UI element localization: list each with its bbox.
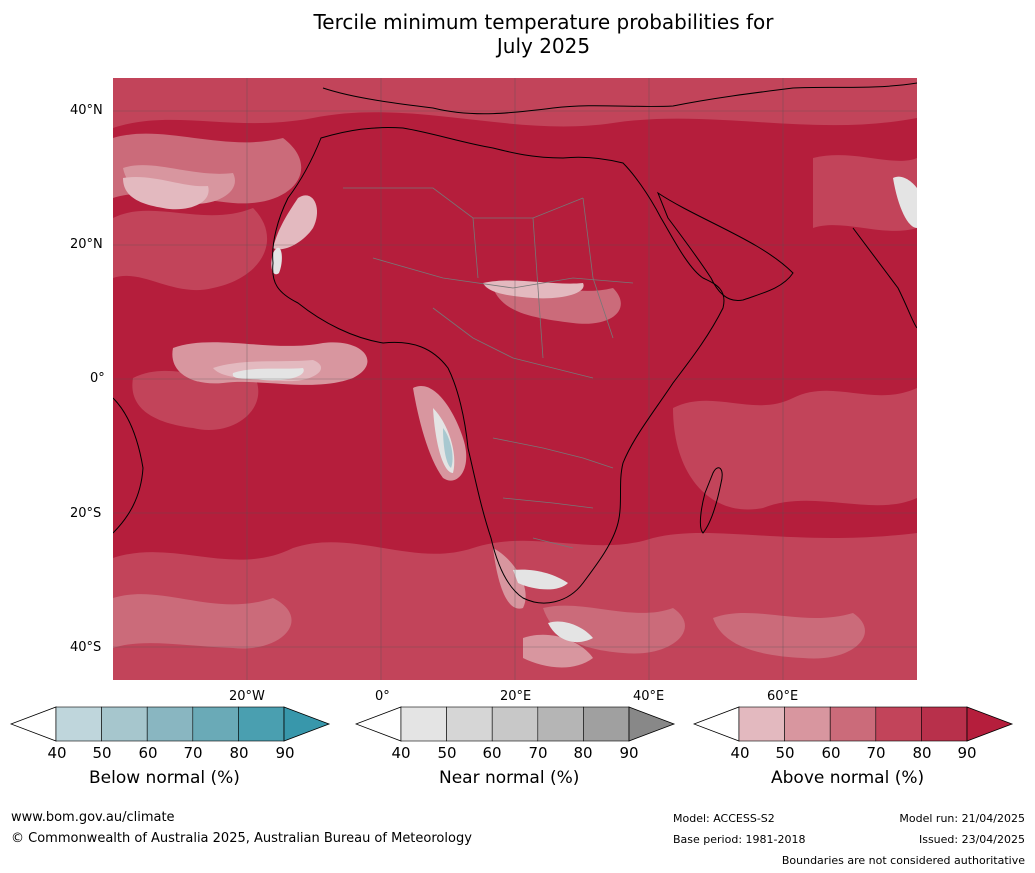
issued-text: Issued: 23/04/2025 [918, 833, 1025, 846]
website-link[interactable]: www.bom.gov.au/climate [11, 810, 175, 825]
colorbar-segment [875, 706, 922, 742]
model-text: Model: ACCESS-S2 [673, 812, 775, 825]
near-tick-40: 40 [391, 744, 411, 762]
lon-label-40e: 40°E [633, 689, 665, 704]
title-line-2: July 2025 [496, 34, 591, 58]
country-borders [343, 187, 634, 549]
colorbar-segment [146, 706, 194, 742]
below-tick-80: 80 [229, 744, 249, 762]
colorbar-right-arrow [628, 706, 676, 742]
lon-label-20e: 20°E [500, 689, 532, 704]
colorbar-segment [491, 706, 539, 742]
near-tick-80: 80 [573, 744, 593, 762]
colorbar-above-normal [693, 706, 1014, 742]
above-tick-60: 60 [821, 744, 841, 762]
model-run-text: Model run: 21/04/2025 [899, 812, 1025, 825]
above-tick-40: 40 [730, 744, 750, 762]
colorbar-segment [921, 706, 968, 742]
coastlines [113, 82, 917, 604]
colorbar-segment [829, 706, 877, 742]
colorbar-right-arrow [966, 706, 1014, 742]
below-tick-90: 90 [275, 744, 295, 762]
colorbar-left-arrow [10, 706, 57, 742]
colorbar-segment [784, 706, 831, 742]
colorbar-below-normal [10, 706, 331, 742]
near-tick-90: 90 [619, 744, 639, 762]
near-tick-50: 50 [437, 744, 457, 762]
colorbar-segment [738, 706, 785, 742]
lat-label-40s: 40°S [70, 640, 102, 655]
above-tick-90: 90 [957, 744, 977, 762]
lat-label-equator: 0° [90, 371, 105, 386]
colorbar-left-arrow [355, 706, 402, 742]
below-tick-60: 60 [138, 744, 158, 762]
near-tick-60: 60 [482, 744, 502, 762]
lat-label-40n: 40°N [70, 103, 103, 118]
copyright-text: © Commonwealth of Australia 2025, Austra… [11, 831, 472, 846]
colorbar-segment [537, 706, 584, 742]
above-normal-title: Above normal (%) [771, 768, 925, 788]
graticule [113, 78, 917, 680]
near-normal-title: Near normal (%) [439, 768, 580, 788]
colorbar-segment [192, 706, 239, 742]
below-tick-50: 50 [92, 744, 112, 762]
arabia-coastline [656, 191, 794, 302]
title-line-1: Tercile minimum temperature probabilitie… [313, 10, 774, 34]
lat-label-20n: 20°N [70, 237, 103, 252]
colorbar-segment [583, 706, 630, 742]
colorbar-right-arrow [283, 706, 331, 742]
europe-coastline [322, 82, 917, 115]
base-period-text: Base period: 1981-2018 [673, 833, 806, 846]
colorbar-near-normal [355, 706, 676, 742]
colorbar-segment [238, 706, 285, 742]
above-tick-70: 70 [866, 744, 886, 762]
colorbar-segment [400, 706, 447, 742]
lon-label-20w: 20°W [229, 689, 265, 704]
near-tick-70: 70 [528, 744, 548, 762]
below-tick-70: 70 [183, 744, 203, 762]
map-title: Tercile minimum temperature probabilitie… [0, 10, 1035, 58]
below-normal-patches [443, 428, 453, 468]
colorbar-segment [446, 706, 493, 742]
lat-label-20s: 20°S [70, 506, 102, 521]
above-tick-80: 80 [912, 744, 932, 762]
above-tick-50: 50 [775, 744, 795, 762]
probability-map [113, 78, 917, 680]
south-america-coastline [113, 397, 144, 534]
colorbar-segment [55, 706, 102, 742]
below-normal-title: Below normal (%) [89, 768, 240, 788]
colorbar-segment [101, 706, 148, 742]
lon-label-0: 0° [375, 689, 390, 704]
lon-label-60e: 60°E [767, 689, 799, 704]
boundaries-note: Boundaries are not considered authoritat… [781, 854, 1025, 867]
map-svg [113, 78, 917, 680]
madagascar-coastline [699, 467, 723, 534]
africa-coastline [272, 127, 725, 604]
india-coastline [852, 227, 917, 329]
below-tick-40: 40 [47, 744, 67, 762]
colorbar-left-arrow [693, 706, 740, 742]
